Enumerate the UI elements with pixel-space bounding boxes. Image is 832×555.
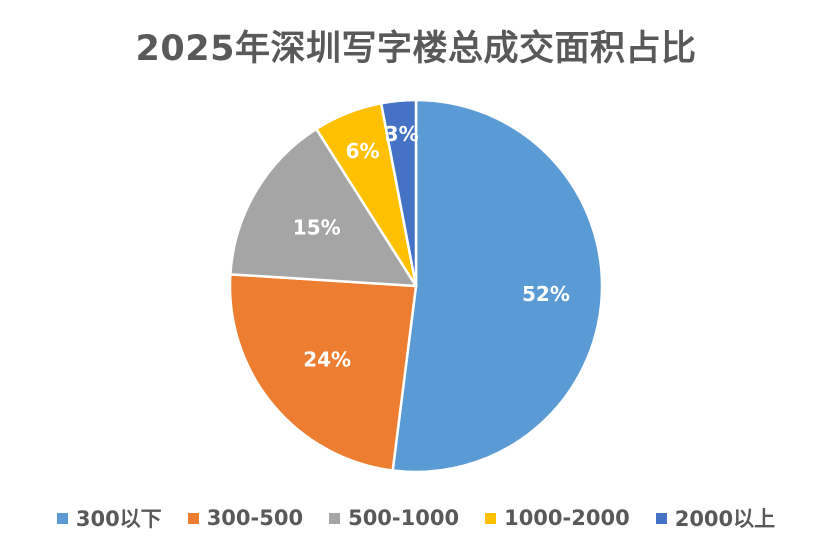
legend-item-500-1000: 500-1000 bbox=[329, 506, 459, 530]
legend-label: 500-1000 bbox=[348, 506, 460, 530]
pie-slice-500-1000 bbox=[229, 127, 418, 288]
legend-label: 2000以上 bbox=[674, 507, 776, 531]
legend-item-2000-above: 2000以上 bbox=[655, 503, 776, 533]
slice-label-300-500: 24% bbox=[303, 348, 351, 372]
legend-swatch bbox=[187, 512, 199, 524]
legend-label: 1000-2000 bbox=[504, 506, 630, 530]
legend-swatch bbox=[329, 512, 341, 524]
pie-slice-300-below bbox=[391, 98, 604, 474]
legend-swatch bbox=[485, 512, 497, 524]
slice-label-300-below: 52% bbox=[522, 282, 570, 306]
pie-slice-300-500 bbox=[228, 273, 418, 472]
legend-label: 300以下 bbox=[75, 507, 162, 531]
legend-swatch bbox=[655, 512, 667, 524]
pie-slice-2000-above bbox=[379, 98, 418, 288]
chart-legend: 300以下 300-500 500-1000 1000-2000 2000以上 bbox=[0, 503, 832, 533]
legend-item-300-500: 300-500 bbox=[187, 506, 304, 530]
slice-label-1000-2000: 6% bbox=[346, 139, 380, 163]
legend-label: 300-500 bbox=[206, 506, 304, 530]
slice-label-2000-above: 3% bbox=[385, 122, 419, 146]
chart-title: 2025年深圳写字楼总成交面积占比 bbox=[135, 29, 697, 69]
legend-item-1000-2000: 1000-2000 bbox=[485, 506, 630, 530]
legend-item-300-below: 300以下 bbox=[56, 503, 162, 533]
legend-swatch bbox=[56, 512, 68, 524]
slice-label-500-1000: 15% bbox=[293, 215, 341, 239]
